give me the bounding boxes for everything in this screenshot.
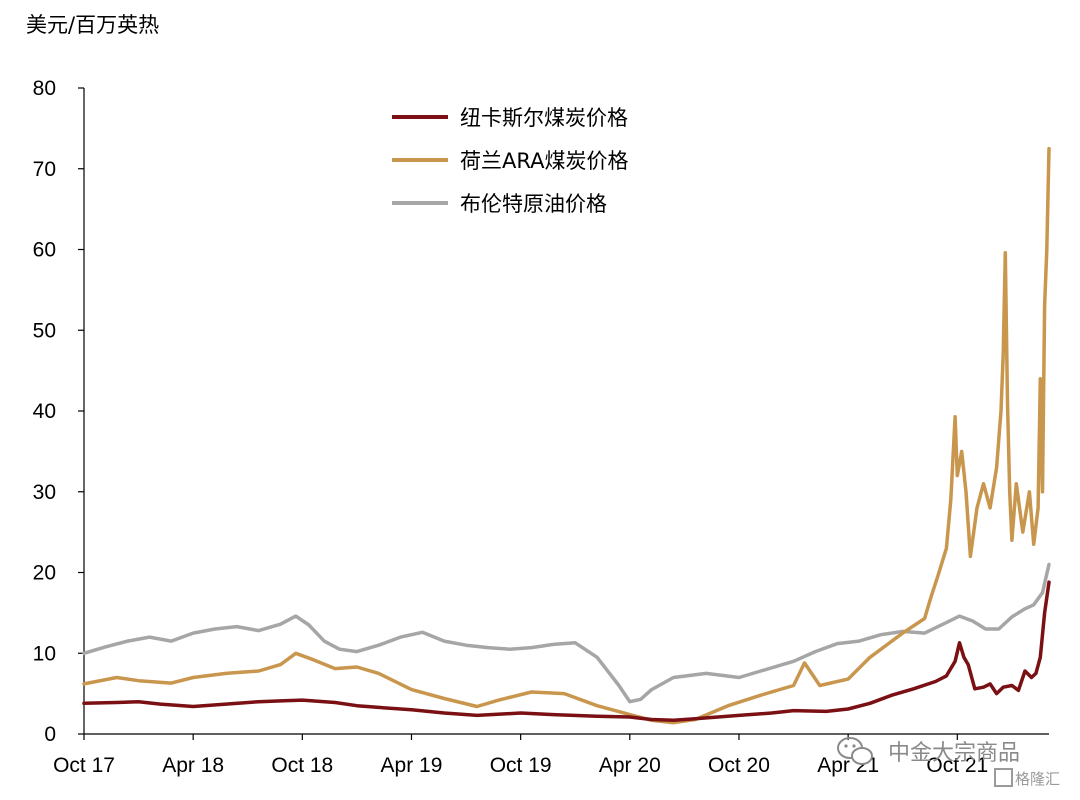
x-tick-label: Apr 18: [162, 754, 224, 777]
y-tick-label: 0: [44, 723, 56, 746]
series-lines: [82, 146, 1051, 725]
y-tick-label: 60: [33, 239, 56, 262]
x-tick-label: Oct 18: [271, 754, 333, 777]
series-line-1: [82, 146, 1051, 725]
x-tick-label: Oct 17: [53, 754, 115, 777]
watermark-text: 中金大宗商品: [888, 741, 1020, 766]
y-axis-unit-label: 美元/百万英热: [26, 13, 159, 37]
y-tick-label: 70: [33, 158, 56, 181]
x-tick-label: Oct 19: [490, 754, 552, 777]
watermark-text-2: 格隆汇: [1015, 770, 1060, 788]
legend-label: 纽卡斯尔煤炭价格: [460, 106, 628, 130]
y-tick-label: 10: [33, 642, 56, 665]
axes: 0 10 20 30 40 50 60 70 80 Oct 17 Apr 18 Oct 18 Apr 1…: [33, 77, 1049, 777]
x-tick-label: Apr 19: [381, 754, 443, 777]
y-tick-label: 30: [33, 481, 56, 504]
series-line-0: [82, 580, 1051, 723]
legend-label: 布伦特原油价格: [460, 192, 607, 216]
x-tick-label: Apr 20: [599, 754, 661, 777]
legend-label: 荷兰ARA煤炭价格: [460, 149, 628, 173]
watermark: 中金大宗商品 格隆汇: [837, 737, 1060, 788]
y-tick-label: 50: [33, 319, 56, 342]
watermark-logo-icon: [994, 768, 1013, 787]
x-tick-label: Oct 21: [926, 754, 988, 777]
y-tick-label: 80: [33, 77, 56, 100]
x-tick-label: Oct 20: [708, 754, 770, 777]
series-line-2: [82, 562, 1051, 704]
wechat-icon: [837, 737, 873, 765]
y-tick-label: 20: [33, 562, 56, 585]
y-tick-label: 40: [33, 400, 56, 423]
